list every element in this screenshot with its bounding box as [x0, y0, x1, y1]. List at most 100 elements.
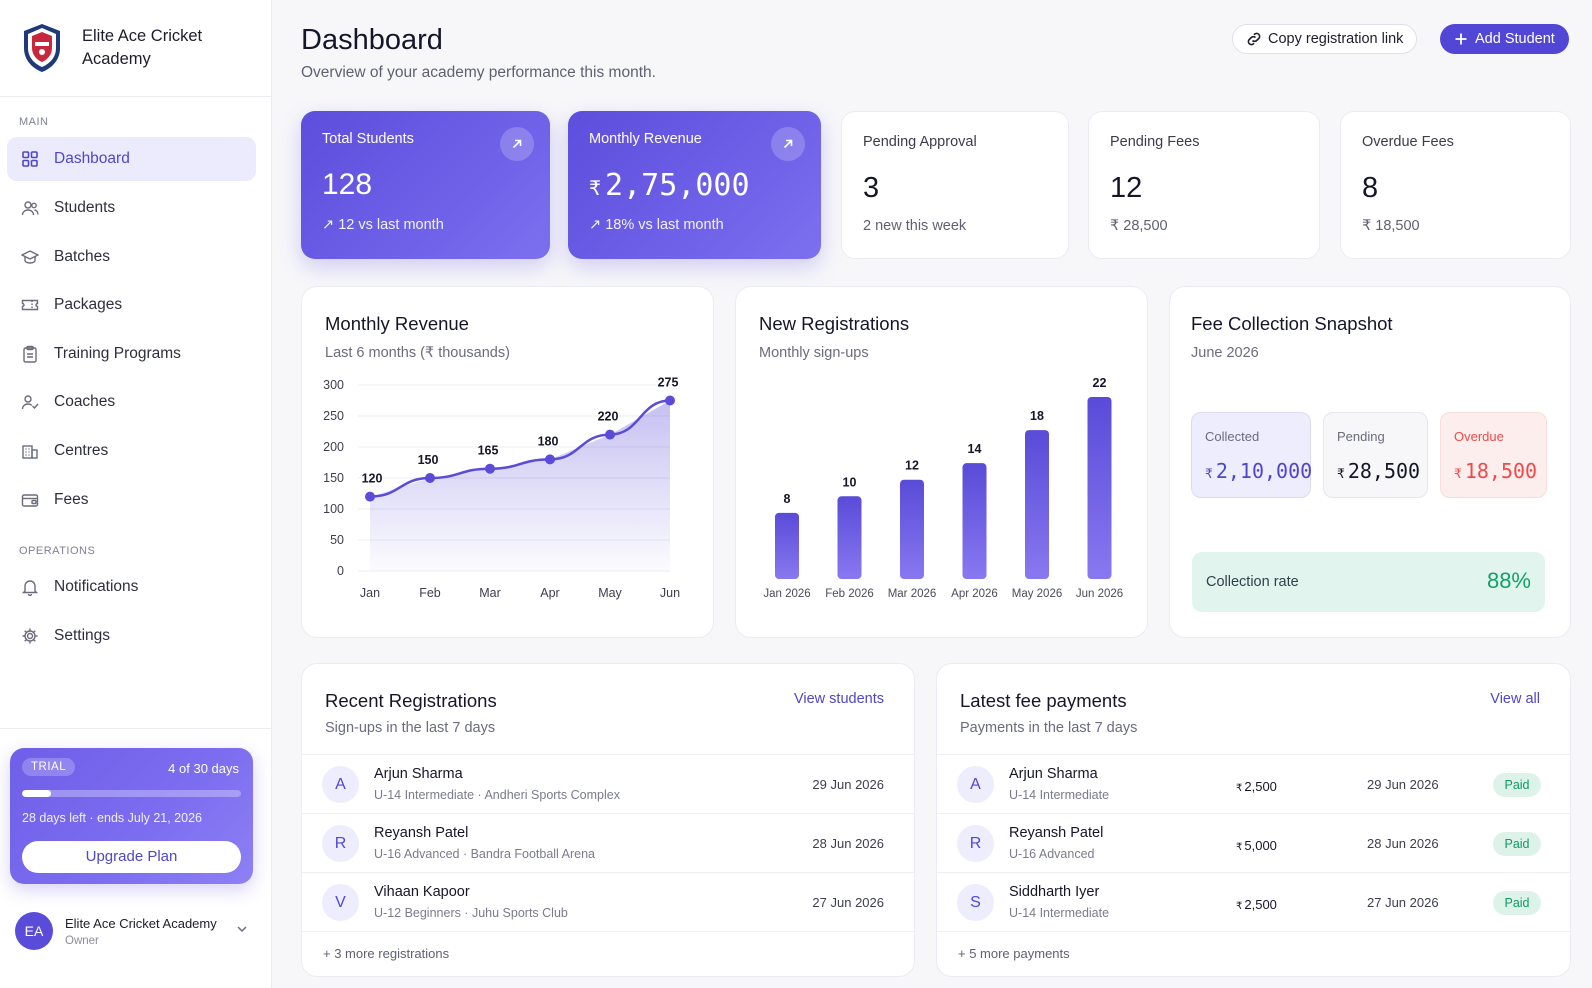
panel-title: New Registrations [759, 313, 910, 334]
stat-card-pending-fees[interactable]: Pending Fees 12 ₹ 28,500 [1088, 111, 1320, 259]
payment-amount-value: 5,000 [1244, 838, 1277, 853]
status-badge: Paid [1493, 832, 1541, 856]
trend-arrow-icon: ↗ [322, 217, 339, 233]
panel-subtitle: Sign-ups in the last 7 days [325, 720, 496, 736]
data-point [665, 395, 675, 406]
y-tick-label: 100 [323, 502, 344, 516]
student-name: Reyansh Patel [374, 825, 469, 841]
status-badge: Paid [1493, 773, 1541, 797]
list-item[interactable]: R Reyansh Patel U-16 Advanced ₹5,000 28 … [937, 814, 1570, 872]
nav-section-main: MAIN [19, 116, 49, 128]
sidebar-item-dashboard[interactable]: Dashboard [7, 137, 256, 181]
upgrade-plan-button[interactable]: Upgrade Plan [22, 841, 241, 873]
panel-title: Recent Registrations [325, 690, 497, 711]
more-payments-text: + 5 more payments [958, 946, 1070, 961]
payer-name: Reyansh Patel [1009, 825, 1104, 841]
brand-name: Elite Ace Cricket Academy [82, 27, 203, 68]
x-tick-label: Apr 2026 [951, 588, 998, 600]
stat-card-monthly-revenue[interactable]: Monthly Revenue ₹2,75,000 ↗ 18% vs last … [568, 111, 821, 259]
user-menu[interactable]: EA Elite Ace Cricket Academy Owner [15, 912, 255, 950]
currency-symbol: ₹ [1454, 467, 1462, 482]
x-tick-label: Jan [360, 586, 380, 600]
overdue-label: Overdue [1454, 429, 1504, 444]
stat-label: Total Students [322, 131, 414, 147]
student-name: Vihaan Kapoor [374, 884, 470, 900]
registrations-bar-chart: 8 Jan 2026 10 Feb 2026 12 Mar 2026 14 Apr 2026 1… [763, 376, 1123, 600]
brand[interactable]: Elite Ace Cricket Academy [18, 22, 242, 74]
x-tick-label: Mar [479, 586, 501, 600]
bar [1087, 397, 1112, 579]
currency-symbol: ₹ [1236, 901, 1243, 912]
bar [962, 463, 987, 579]
payer-name: Arjun Sharma [1009, 766, 1098, 782]
stat-label: Monthly Revenue [589, 131, 702, 147]
sidebar-item-settings[interactable]: Settings [7, 614, 256, 658]
trial-progress-fill [22, 790, 52, 797]
stat-foot: ₹ 18,500 [1362, 218, 1420, 234]
x-tick-label: Jun [660, 586, 680, 600]
list-item[interactable]: A Arjun Sharma U-14 Intermediate ₹2,500 … [937, 755, 1570, 813]
page-title: Dashboard [301, 24, 443, 56]
collection-rate-label: Collection rate [1206, 574, 1299, 590]
sidebar-item-coaches[interactable]: Coaches [7, 380, 256, 424]
currency-symbol: ₹ [1236, 842, 1243, 853]
view-students-link[interactable]: View students [793, 691, 884, 707]
stat-card-total-students[interactable]: Total Students 128 ↗ 12 vs last month [301, 111, 550, 259]
payment-amount-value: 2,500 [1244, 779, 1277, 794]
collected-box: Collected ₹2,10,000 [1191, 412, 1312, 498]
data-label: 10 [843, 475, 857, 489]
sidebar-item-label: Batches [54, 248, 111, 265]
view-all-payments-link[interactable]: View all [1490, 691, 1540, 707]
sidebar-item-training-programs[interactable]: Training Programs [7, 332, 256, 376]
x-tick-label: Jan 2026 [763, 588, 810, 600]
bar [900, 479, 924, 579]
more-registrations-text: + 3 more registrations [323, 946, 450, 961]
student-meta: U-12 Beginners · Juhu Sports Club [374, 906, 568, 920]
trial-days: 4 of 30 days [168, 761, 239, 776]
status-badge: Paid [1493, 891, 1541, 915]
student-meta: U-14 Intermediate · Andheri Sports Compl… [374, 788, 620, 802]
divider [302, 813, 914, 814]
sidebar-item-centres[interactable]: Centres [7, 429, 256, 473]
sidebar-item-fees[interactable]: Fees [7, 478, 256, 522]
sidebar-item-students[interactable]: Students [7, 186, 256, 230]
arrow-up-right-icon[interactable] [500, 127, 534, 161]
stat-value: 128 [322, 168, 373, 201]
sidebar-item-batches[interactable]: Batches [7, 235, 256, 279]
add-student-button[interactable]: Add Student [1440, 24, 1569, 54]
bell-icon [19, 576, 41, 598]
stat-card-overdue-fees[interactable]: Overdue Fees 8 ₹ 18,500 [1340, 111, 1571, 259]
bar [775, 512, 799, 579]
payment-amount-value: 2,500 [1244, 897, 1277, 912]
list-item[interactable]: S Siddharth Iyer U-14 Intermediate ₹2,50… [937, 873, 1570, 931]
avatar: EA [15, 912, 53, 950]
payer-name: Siddharth Iyer [1009, 884, 1100, 900]
list-item[interactable]: R Reyansh Patel U-16 Advanced · Bandra F… [302, 814, 914, 872]
sidebar-item-notifications[interactable]: Notifications [7, 565, 256, 609]
graduation-cap-icon [19, 246, 41, 268]
data-label: 165 [478, 444, 499, 458]
chevron-down-icon[interactable] [235, 922, 249, 936]
bar [1025, 430, 1049, 579]
wallet-icon [19, 489, 41, 511]
list-item[interactable]: A Arjun Sharma U-14 Intermediate · Andhe… [302, 755, 914, 813]
stat-trend: ↗ 12 vs last month [322, 217, 444, 233]
data-point [485, 463, 495, 474]
user-name: Elite Ace Cricket Academy [65, 915, 217, 931]
sidebar-item-label: Training Programs [54, 345, 181, 362]
x-tick-label: Feb [419, 586, 441, 600]
arrow-up-right-icon[interactable] [771, 127, 805, 161]
panel-title: Monthly Revenue [325, 313, 469, 334]
y-tick-label: 300 [323, 378, 344, 392]
overdue-amount: 18,500 [1464, 459, 1538, 483]
data-label: 12 [905, 459, 919, 473]
nav-section-operations: OPERATIONS [19, 545, 96, 557]
data-label: 8 [784, 492, 791, 506]
panel-title: Latest fee payments [960, 690, 1127, 711]
stat-card-pending-approval[interactable]: Pending Approval 3 2 new this week [841, 111, 1069, 259]
sidebar-item-packages[interactable]: Packages [7, 283, 256, 327]
list-item[interactable]: V Vihaan Kapoor U-12 Beginners · Juhu Sp… [302, 873, 914, 931]
collection-rate-value: 88% [1486, 568, 1531, 593]
copy-registration-link-button[interactable]: Copy registration link [1232, 24, 1418, 54]
trial-badge: TRIAL [22, 758, 76, 776]
